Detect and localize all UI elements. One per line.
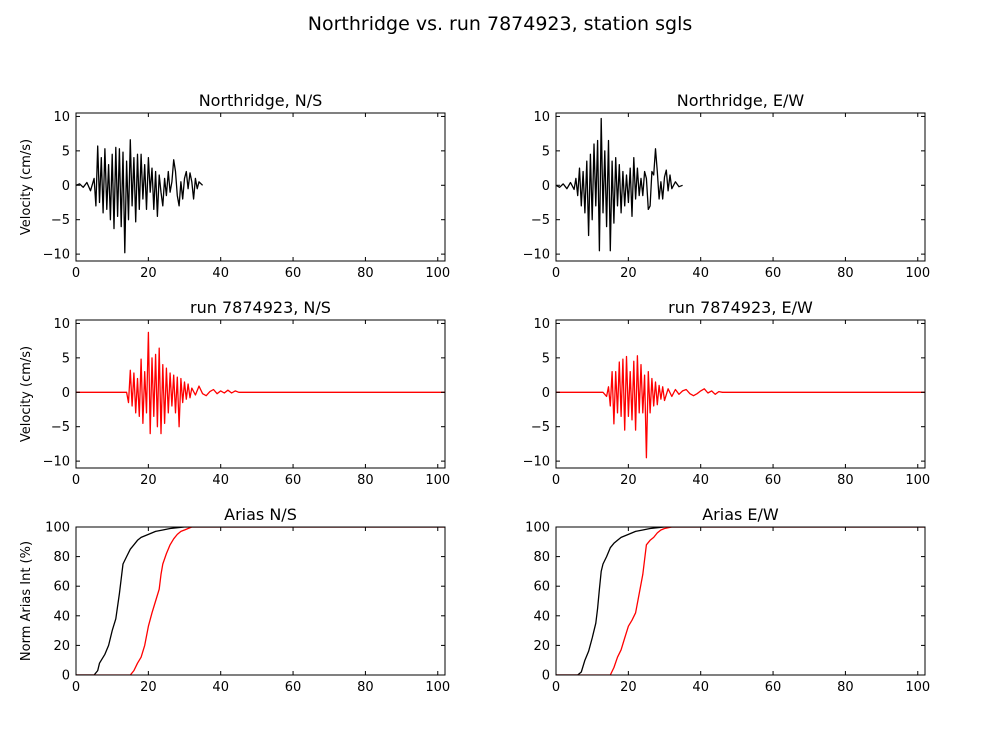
y-tick-label: 40	[53, 609, 70, 624]
x-tick-label: 20	[140, 473, 157, 488]
y-tick-label: 10	[533, 317, 550, 332]
x-tick-label: 0	[552, 266, 560, 281]
y-tick-label: 100	[45, 521, 70, 536]
y-tick-label: 0	[542, 669, 550, 684]
x-tick-label: 80	[837, 473, 854, 488]
x-tick-label: 80	[357, 473, 374, 488]
y-tick-label: 80	[533, 550, 550, 565]
y-tick-label: 10	[53, 110, 70, 125]
y-tick-label: 20	[533, 639, 550, 654]
y-tick-label: 0	[62, 179, 70, 194]
panel-title: run 7874923, E/W	[668, 298, 813, 317]
y-tick-label: 10	[533, 110, 550, 125]
y-tick-label: −10	[43, 248, 70, 263]
series-line-1	[76, 331, 445, 435]
y-axis-label: Norm Arias Int (%)	[19, 541, 34, 661]
y-tick-label: 5	[542, 144, 550, 159]
plot-frame	[75, 112, 446, 262]
y-tick-label: 0	[62, 669, 70, 684]
x-tick-label: 20	[140, 680, 157, 695]
x-tick-label: 20	[620, 266, 637, 281]
x-tick-label: 40	[212, 680, 229, 695]
y-tick-label: 0	[542, 179, 550, 194]
y-tick-label: 40	[533, 609, 550, 624]
plot-frame	[75, 319, 446, 469]
series-line-1	[76, 527, 445, 675]
x-tick-label: 60	[285, 680, 302, 695]
chart-panel-5: 0 20 40 60 80 100 0 20 40 60 80 100 Arias N/S Norm Ar…	[19, 505, 450, 695]
y-axis-label: Velocity (cm/s)	[19, 139, 34, 235]
series-line-1	[556, 355, 925, 459]
y-tick-label: 5	[62, 351, 70, 366]
x-tick-label: 40	[692, 266, 709, 281]
x-tick-label: 20	[620, 680, 637, 695]
plot-frame	[555, 319, 926, 469]
x-tick-label: 40	[212, 266, 229, 281]
series-line-2	[556, 527, 925, 675]
y-tick-label: 5	[542, 351, 550, 366]
x-tick-label: 0	[72, 680, 80, 695]
y-tick-label: 5	[62, 144, 70, 159]
x-tick-label: 60	[765, 680, 782, 695]
x-tick-label: 80	[357, 266, 374, 281]
x-tick-label: 100	[425, 473, 450, 488]
y-tick-label: −10	[43, 455, 70, 470]
x-tick-label: 60	[285, 473, 302, 488]
y-tick-label: 80	[53, 550, 70, 565]
x-tick-label: 0	[552, 473, 560, 488]
y-tick-label: −5	[531, 420, 550, 435]
x-tick-label: 20	[140, 266, 157, 281]
x-tick-label: 0	[72, 266, 80, 281]
y-tick-label: −5	[51, 420, 70, 435]
chart-panel-6: 0 20 40 60 80 100 0 20 40 60 80 100 Arias E/W	[525, 505, 930, 695]
x-tick-label: 100	[425, 680, 450, 695]
y-tick-label: 10	[53, 317, 70, 332]
chart-panel-3: 0 20 40 60 80 100 −10 −5 0 5 10 run 7874923, N/S Vel…	[19, 298, 450, 488]
x-tick-label: 40	[692, 473, 709, 488]
plot-frame	[555, 112, 926, 262]
x-tick-label: 40	[692, 680, 709, 695]
series-line-2	[76, 527, 445, 675]
series-line-1	[556, 527, 925, 675]
panel-title: Northridge, N/S	[199, 91, 323, 110]
y-tick-label: 0	[542, 386, 550, 401]
x-tick-label: 100	[905, 473, 930, 488]
x-tick-label: 100	[905, 680, 930, 695]
x-tick-label: 80	[837, 266, 854, 281]
y-tick-label: −10	[523, 248, 550, 263]
panel-title: Northridge, E/W	[677, 91, 805, 110]
x-tick-label: 0	[552, 680, 560, 695]
y-tick-label: 60	[533, 580, 550, 595]
y-tick-label: 20	[53, 639, 70, 654]
x-tick-label: 100	[425, 266, 450, 281]
x-tick-label: 20	[620, 473, 637, 488]
x-tick-label: 40	[212, 473, 229, 488]
y-tick-label: 100	[525, 521, 550, 536]
y-tick-label: −5	[51, 213, 70, 228]
panel-title: Arias N/S	[224, 505, 297, 524]
x-tick-label: 100	[905, 266, 930, 281]
y-tick-label: 0	[62, 386, 70, 401]
chart-panel-1: 0 20 40 60 80 100 −10 −5 0 5 10 Northridge, N/S Velo…	[19, 91, 450, 281]
y-tick-label: −10	[523, 455, 550, 470]
y-axis-label: Velocity (cm/s)	[19, 346, 34, 442]
plot-frame	[555, 526, 926, 676]
panel-title: run 7874923, N/S	[190, 298, 331, 317]
series-line-1	[76, 139, 204, 254]
y-tick-label: 60	[53, 580, 70, 595]
x-tick-label: 60	[285, 266, 302, 281]
x-tick-label: 60	[765, 473, 782, 488]
x-tick-label: 0	[72, 473, 80, 488]
series-line-1	[556, 117, 683, 252]
chart-panel-2: 0 20 40 60 80 100 −10 −5 0 5 10 Northridge, E/W	[523, 91, 931, 281]
y-tick-label: −5	[531, 213, 550, 228]
x-tick-label: 80	[837, 680, 854, 695]
x-tick-label: 80	[357, 680, 374, 695]
panel-title: Arias E/W	[702, 505, 779, 524]
figure-title: Northridge vs. run 7874923, station sgls	[308, 13, 693, 35]
x-tick-label: 60	[765, 266, 782, 281]
chart-panel-4: 0 20 40 60 80 100 −10 −5 0 5 10 run 7874923, E/W	[523, 298, 931, 488]
plot-frame	[75, 526, 446, 676]
